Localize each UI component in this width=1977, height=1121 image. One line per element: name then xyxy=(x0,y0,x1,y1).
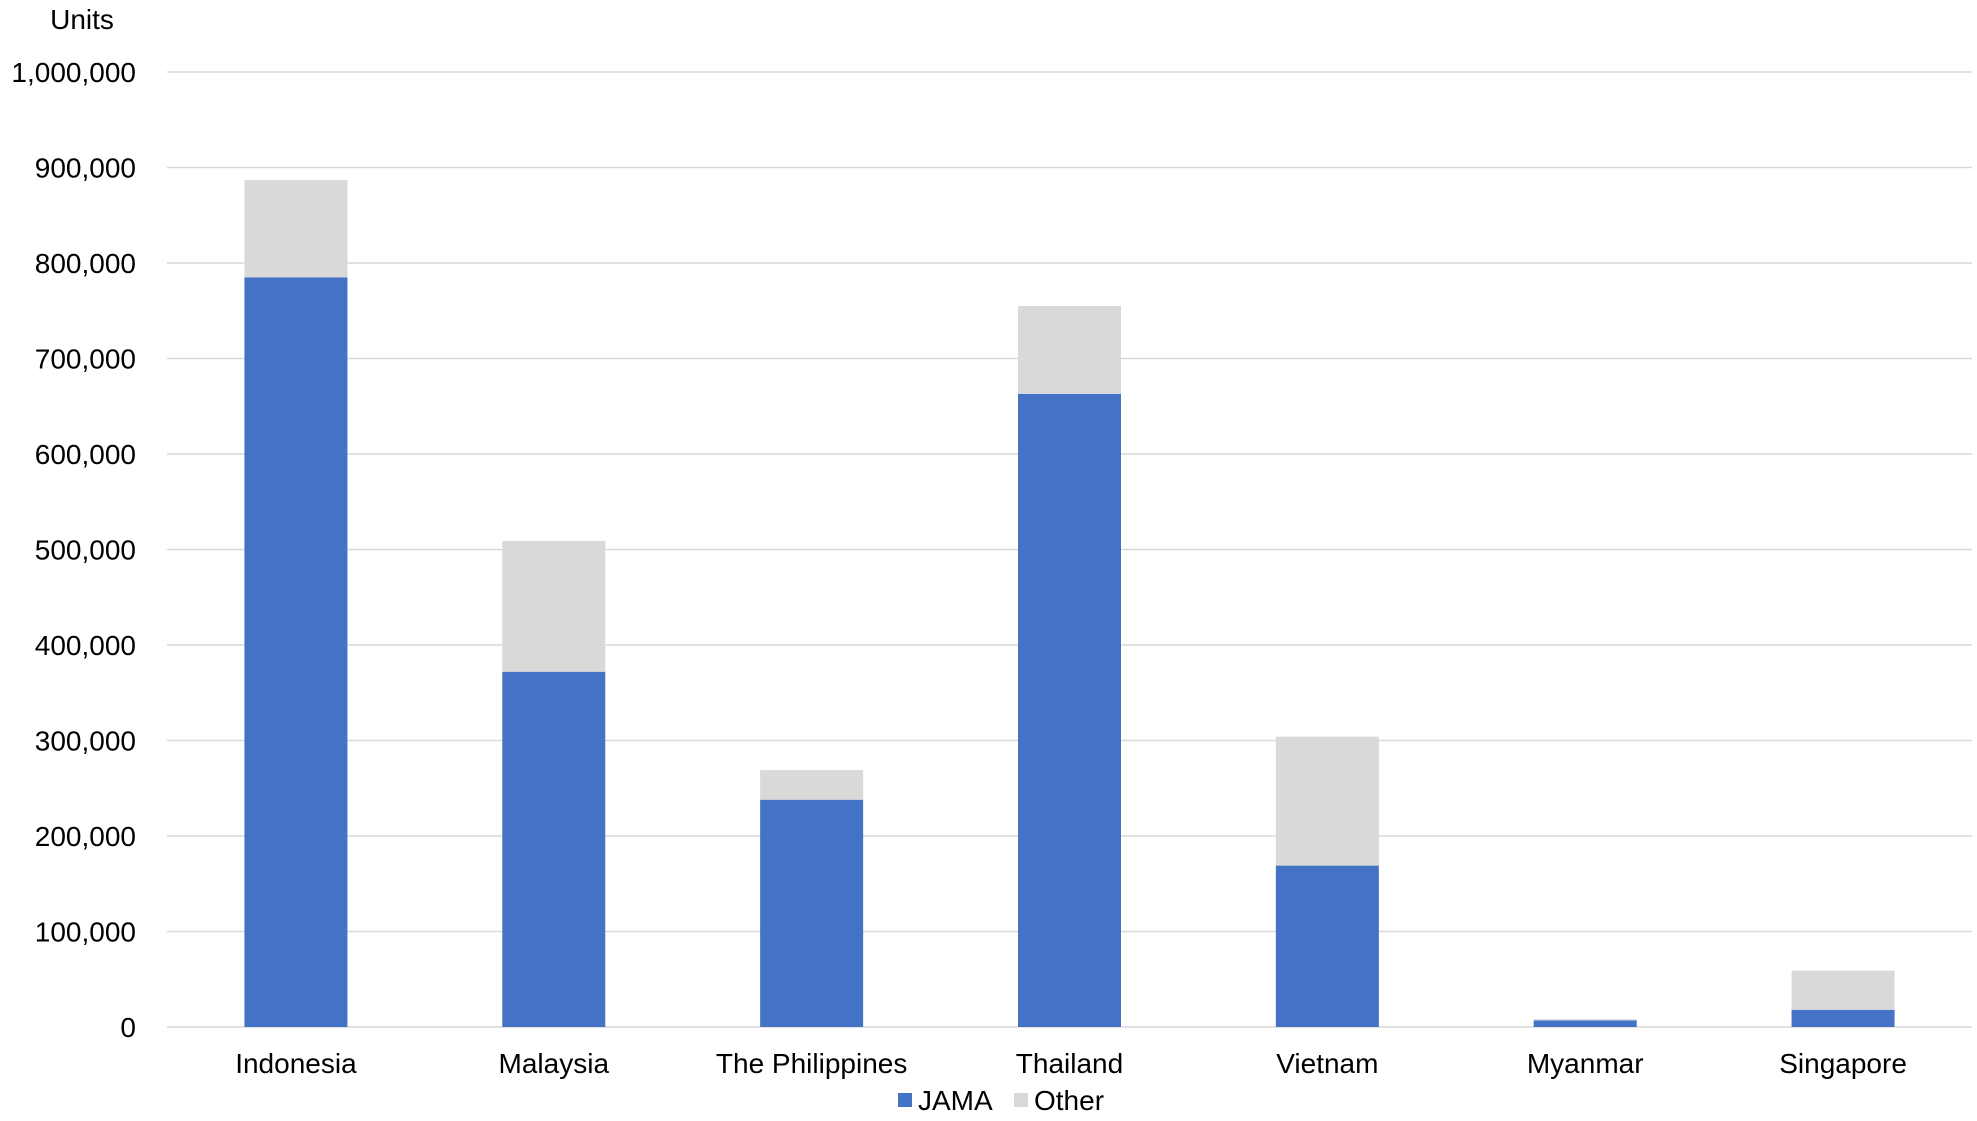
legend-label-jama: JAMA xyxy=(918,1085,993,1116)
bar-jama-myanmar xyxy=(1533,1020,1637,1027)
legend: JAMA Other xyxy=(898,1085,1104,1116)
bar-other-the-philippines xyxy=(760,770,864,800)
bar-other-vietnam xyxy=(1275,736,1379,866)
bar-other-malaysia xyxy=(502,540,606,672)
x-category-label: Vietnam xyxy=(1276,1048,1378,1079)
bar-jama-vietnam xyxy=(1275,865,1379,1027)
bar-other-singapore xyxy=(1791,970,1895,1010)
legend-swatch-jama xyxy=(898,1093,912,1107)
bar-other-myanmar xyxy=(1533,1019,1637,1021)
y-tick-label: 500,000 xyxy=(35,535,136,566)
y-tick-label: 400,000 xyxy=(35,630,136,661)
bar-jama-indonesia xyxy=(244,277,348,1027)
y-axis-unit-label: Units xyxy=(50,4,114,35)
legend-label-other: Other xyxy=(1034,1085,1104,1116)
x-axis-categories: Indonesia Malaysia The Philippines Thailand… xyxy=(235,1048,1907,1079)
x-category-label: Myanmar xyxy=(1527,1048,1644,1079)
bar-jama-thailand xyxy=(1018,393,1121,1028)
y-tick-label: 100,000 xyxy=(35,917,136,948)
bar-jama-the-philippines xyxy=(760,799,864,1027)
x-category-label: Singapore xyxy=(1779,1048,1907,1079)
x-category-label: Indonesia xyxy=(235,1048,357,1079)
y-tick-label: 1,000,000 xyxy=(11,57,136,88)
y-tick-label: 300,000 xyxy=(35,726,136,757)
bar-jama-malaysia xyxy=(502,671,606,1027)
x-category-label: The Philippines xyxy=(716,1048,907,1079)
y-tick-label: 700,000 xyxy=(35,344,136,375)
x-category-label: Malaysia xyxy=(499,1048,610,1079)
x-category-label: Thailand xyxy=(1016,1048,1123,1079)
y-tick-label: 900,000 xyxy=(35,153,136,184)
legend-swatch-other xyxy=(1014,1093,1028,1107)
y-tick-label: 800,000 xyxy=(35,248,136,279)
y-axis-ticks: 0 100,000 200,000 300,000 400,000 500,000 600,… xyxy=(11,57,136,1043)
y-tick-label: 0 xyxy=(120,1012,136,1043)
y-tick-label: 600,000 xyxy=(35,439,136,470)
bar-jama-singapore xyxy=(1791,1009,1895,1027)
bars xyxy=(244,179,1895,1028)
y-tick-label: 200,000 xyxy=(35,821,136,852)
bar-other-thailand xyxy=(1018,305,1121,394)
bar-other-indonesia xyxy=(244,179,348,278)
